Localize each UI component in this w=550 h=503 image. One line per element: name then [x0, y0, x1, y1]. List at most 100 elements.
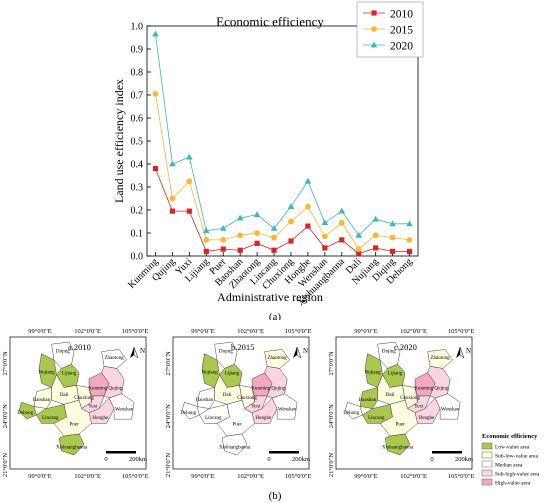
region-zhaotong: [102, 349, 127, 368]
series-2020: [152, 30, 413, 238]
region-label-puer: Puer: [69, 422, 79, 427]
lon-label-bottom: 99°0'0"E: [28, 473, 51, 480]
y-tick-label: 0.0: [131, 252, 144, 263]
point-2010-qujing: [169, 208, 176, 214]
point-2010-baoshan: [237, 247, 243, 253]
lon-label-top: 105°0'0"E: [448, 328, 475, 335]
y-tick-label: 0.8: [131, 68, 144, 79]
region-baoshan: [360, 387, 378, 408]
lat-label: 24°0'0"N: [165, 404, 172, 428]
y-tick-label: 0.3: [131, 183, 144, 194]
region-zhaotong: [428, 349, 453, 368]
legend-marker-2015: [371, 26, 377, 32]
point-2015-chuxiong: [288, 218, 294, 225]
region-label-diqing: Diqing: [382, 350, 396, 355]
region-label-puer: Puer: [395, 422, 405, 427]
series-line-2010: [155, 168, 410, 255]
caption-a: (a): [269, 311, 282, 320]
north-arrow-icon: [293, 347, 297, 358]
point-2020-xishuangbanna: [338, 207, 346, 214]
scale-bar: [432, 451, 462, 454]
lon-label-top: 102°0'0"E: [400, 328, 427, 335]
y-axis: 0.0 0.1 0.2 0.3 0.4 0.5 0.6 0.7 0.8 0.9 1.0: [131, 22, 151, 263]
region-label-dehong: Dehong: [17, 411, 33, 416]
lat-label: 21°0'0"N: [2, 453, 9, 477]
point-2010-xishuangbanna: [339, 237, 345, 243]
series-2015: [152, 90, 413, 253]
region-label-wenshan: Wenshan: [115, 408, 134, 413]
legend-marker-2020: [370, 41, 378, 48]
region-label-kunming: Kunming: [251, 386, 270, 391]
legend-items: 2010 2015 2020: [363, 9, 413, 53]
region-label-honghe: Honghe: [255, 416, 272, 421]
legend-swatch: [481, 460, 493, 468]
lon-label-bottom: 99°0'0"E: [354, 473, 377, 480]
point-2015-dehong: [406, 237, 413, 243]
point-2010-dali: [356, 251, 362, 257]
lon-label-top: 99°0'0"E: [28, 328, 51, 335]
chart-title: Economic efficiency: [216, 14, 324, 29]
region-wenshan: [109, 394, 134, 419]
region-label-chuxiong: Chuxiong: [74, 396, 94, 401]
point-2020-baoshan: [236, 214, 244, 221]
point-2020-puer: [219, 225, 227, 231]
point-2020-dehong: [406, 220, 413, 227]
legend-marker-2010: [371, 10, 377, 16]
region-label-qujing: Qujing: [108, 386, 122, 391]
point-2020-zhaotong: [253, 211, 261, 217]
region-xishuangbanna: [59, 434, 84, 455]
y-tick-label: 0.2: [131, 206, 144, 217]
lon-label-bottom: 102°0'0"E: [237, 473, 264, 480]
point-2015-yuxi: [186, 178, 193, 185]
point-2010-wenshan: [322, 245, 328, 251]
region-label-puer: Puer: [232, 422, 242, 427]
region-label-chuxiong: Chuxiong: [237, 396, 257, 401]
legend: 2010 2015 2020: [356, 1, 424, 58]
region-label-yuxi: Yuxi: [414, 404, 424, 409]
legend-item-label: Low-value area: [495, 445, 530, 451]
region-label-xishuangbanna: Xishuangbanna: [56, 446, 88, 451]
region-label-wenshan: Wenshan: [441, 408, 460, 413]
region-wenshan: [435, 394, 460, 419]
y-tick-label: 0.4: [131, 160, 144, 171]
point-2015-baoshan: [237, 232, 244, 239]
region-label-yuxi: Yuxi: [88, 404, 98, 409]
lon-label-bottom: 105°0'0"E: [285, 473, 312, 480]
y-tick-label: 0.7: [131, 91, 144, 102]
region-label-zhaotong: Zhaotong: [268, 356, 288, 361]
region-label-nujiang: Nujiang: [38, 371, 55, 376]
lat-label: 27°0'0"N: [165, 351, 172, 375]
region-label-lijiang: Lijiang: [225, 372, 240, 377]
lon-label-top: 102°0'0"E: [74, 328, 101, 335]
y-tick-label: 0.6: [131, 114, 144, 125]
region-label-lincang: Lincang: [368, 416, 385, 421]
x-axis: KunmingQujingYuxiLijiangPuerBaoshanZhaot…: [126, 252, 415, 308]
y-tick-label: 0.9: [131, 45, 144, 56]
y-tick-label: 1.0: [131, 22, 144, 33]
region-dehong: [345, 402, 363, 419]
lon-label-bottom: 99°0'0"E: [191, 473, 214, 480]
point-2020-diqing: [389, 220, 396, 227]
point-2010-diqing: [389, 248, 396, 254]
map-panel-title: a.2010: [68, 342, 91, 352]
lat-label: 27°0'0"N: [2, 351, 9, 375]
lat-label: 27°0'0"N: [328, 351, 335, 375]
caption-b: (b): [269, 490, 282, 502]
point-2010-lijiang: [203, 248, 209, 254]
region-baoshan: [34, 387, 52, 408]
point-2015-zhaotong: [254, 230, 260, 236]
scale-zero: 0: [104, 456, 107, 463]
legend-box: [356, 1, 424, 58]
y-axis-label: Land use efficiency index: [112, 79, 126, 203]
y-tick-label: 0.5: [131, 137, 144, 148]
region-xishuangbanna: [385, 434, 410, 455]
region-layer: [345, 342, 460, 455]
legend-item-label: Sub-high-value area: [495, 472, 540, 478]
series-line-2020: [155, 33, 410, 236]
region-label-wenshan: Wenshan: [278, 408, 297, 413]
y-tick-label: 0.1: [131, 229, 144, 240]
region-label-dehong: Dehong: [180, 411, 196, 416]
lat-label: 21°0'0"N: [328, 453, 335, 477]
legend-item-label: Sub-low-value area: [495, 454, 538, 460]
legend-item-label: High-value area: [495, 481, 531, 487]
